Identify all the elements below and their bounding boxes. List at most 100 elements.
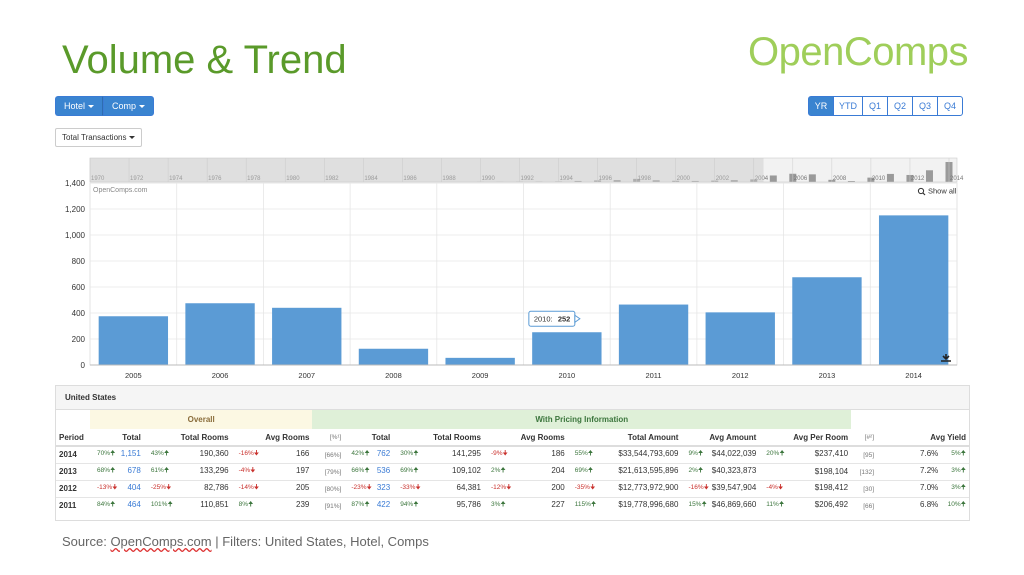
period-button-yr[interactable]: YR [808, 96, 834, 116]
change-down-badge: -13% [97, 483, 118, 494]
table-cell: 95,786 94% [393, 496, 484, 514]
table-cell: 227 3% [483, 496, 568, 514]
table-cell: 422 87% [344, 496, 394, 514]
table-band-row: Overall With Pricing Information [56, 410, 969, 429]
table-cell: [95] [851, 445, 878, 463]
navigator-tick-label: 1978 [247, 176, 261, 182]
period-button-q3[interactable]: Q3 [912, 96, 938, 116]
cell-value[interactable]: 678 [127, 466, 141, 475]
table-cell: $206,492 11% [759, 496, 852, 514]
change-up-badge: 115% [575, 500, 597, 511]
cell-value: [80%] [324, 486, 342, 493]
cell-value[interactable]: 762 [376, 449, 391, 459]
table-cell: 133,296 61% [143, 462, 232, 480]
comp-dropdown-button[interactable]: Comp [103, 96, 155, 116]
cell-value[interactable]: 404 [127, 483, 141, 492]
zoom-icon [917, 187, 925, 195]
table-cell: 6.8% 10% [877, 496, 969, 514]
cell-value: 200 [551, 483, 565, 492]
change-up-badge: 2% [491, 466, 506, 477]
navigator-bar [691, 180, 699, 182]
cell-value: $39,547,904 [711, 483, 757, 492]
table-cell: 7.6% 5% [877, 445, 969, 463]
page-title: Volume & Trend [62, 38, 347, 82]
change-up-badge: 42% [351, 449, 369, 460]
navigator-tick-label: 2006 [794, 176, 808, 182]
table-cell: 200 -12% [483, 479, 568, 497]
navigator-tick-label: 1970 [91, 176, 105, 182]
header-cell: [%¹] [312, 429, 345, 447]
download-icon[interactable] [941, 354, 951, 362]
hotel-dropdown-button[interactable]: Hotel [55, 96, 104, 116]
y-tick-label: 400 [72, 309, 86, 318]
cell-value[interactable]: [30] [863, 486, 875, 493]
table-cell: 110,851 101% [143, 496, 232, 514]
table-cell: 64,381 -33% [393, 479, 484, 497]
period-button-q2[interactable]: Q2 [887, 96, 913, 116]
table-cell: $39,547,904 -16% [681, 479, 760, 497]
table-cell: 166 -16% [231, 445, 313, 463]
cell-value[interactable]: [95] [863, 452, 875, 460]
source-site: OpenComps.com [110, 534, 212, 549]
period-button-q1[interactable]: Q1 [862, 96, 888, 116]
cell-value: $237,410 [814, 449, 849, 459]
table-cell: 190,360 43% [143, 445, 232, 463]
navigator-tick-label: 1972 [130, 176, 144, 182]
table-cell: $198,104 [759, 462, 852, 480]
change-up-badge: 68% [97, 466, 115, 477]
source-filters: Filters: United States, Hotel, Comps [222, 534, 429, 549]
table-cell: 109,102 69% [393, 462, 484, 480]
table-cell: 762 42% [344, 445, 394, 463]
change-up-badge: 30% [400, 449, 418, 460]
cell-value: 6.8% [920, 500, 939, 510]
bar-chart: 1970 1972 1974 1976 1978 1980 1982 1984 1986 1988… [65, 157, 964, 380]
source-footer: Source: OpenComps.com | Filters: United … [62, 534, 429, 549]
cell-value[interactable]: 1,151 [120, 449, 141, 459]
cell-value: [79%] [324, 469, 342, 476]
header-cell: Avg Amount [681, 429, 760, 447]
x-tick-label: 2008 [385, 371, 402, 380]
y-tick-label: 200 [72, 335, 86, 344]
change-up-badge: 10% [948, 500, 966, 511]
cell-value[interactable]: 464 [127, 500, 141, 510]
table-cell: $12,773,972,900 -35% [567, 479, 682, 497]
change-up-badge: 15% [688, 500, 706, 511]
cell-value[interactable]: [66] [863, 503, 875, 511]
table-cell: $198,412 -4% [759, 479, 852, 497]
y-tick-label: 0 [81, 361, 86, 370]
header-cell: Total [89, 429, 144, 447]
table-header-row: Period Total Total Rooms Avg Rooms [%¹] Total… [56, 429, 969, 447]
cell-value[interactable]: [132] [859, 469, 875, 476]
change-down-badge: -4% [239, 466, 256, 477]
y-tick-label: 1,200 [65, 205, 86, 214]
source-separator: | [215, 534, 219, 549]
table-cell: 2014 [56, 445, 90, 463]
metric-select[interactable]: Total Transactions [55, 128, 143, 147]
tooltip-category: 2010: [534, 315, 553, 324]
cell-value: $198,412 [814, 483, 849, 492]
cell-value: 205 [296, 483, 310, 492]
x-tick-label: 2013 [819, 371, 836, 380]
navigator-frame [89, 157, 958, 183]
x-tick-label: 2011 [645, 371, 661, 380]
change-down-badge: -12% [491, 483, 512, 494]
navigator-bar [613, 180, 621, 182]
cell-value[interactable]: 422 [376, 500, 391, 510]
change-up-badge: 3% [951, 483, 966, 494]
period-button-ytd[interactable]: YTD [833, 96, 863, 116]
table-body: 2014 1,151 70% 190,360 43% 166 -16% [66%] 762 42%… [56, 445, 969, 514]
cell-value: $21,613,595,896 [618, 466, 679, 475]
period-button-q4[interactable]: Q4 [937, 96, 963, 116]
navigator-tick-label: 1990 [481, 176, 495, 182]
table-cell: [91%] [312, 496, 345, 514]
table-cell: 141,295 30% [393, 445, 484, 463]
cell-value[interactable]: 323 [376, 483, 391, 492]
table-cell: 2013 [56, 462, 90, 480]
cell-value[interactable]: 536 [376, 466, 391, 475]
tooltip-value: 252 [558, 315, 571, 324]
show-all-link[interactable]: Show all [928, 187, 957, 196]
table-cell: $237,410 20% [759, 445, 852, 463]
caret-down-icon [88, 105, 95, 109]
cell-value: 227 [551, 500, 565, 510]
y-tick-label: 1,400 [65, 179, 86, 188]
